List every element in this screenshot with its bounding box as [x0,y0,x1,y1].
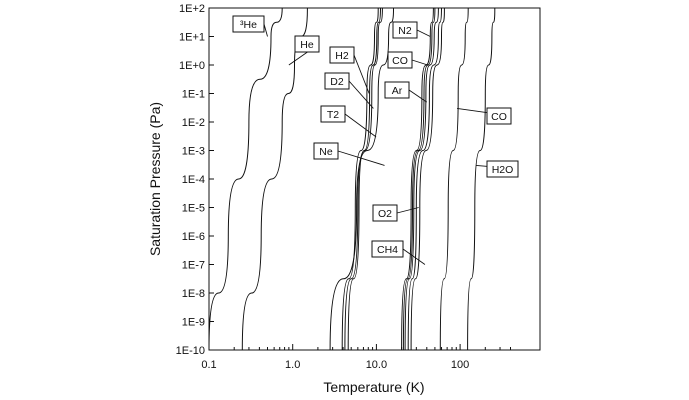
label-box [384,81,410,99]
series-label: Ne [319,146,333,158]
y-axis-title: Saturation Pressure (Pa) [147,102,163,256]
series-label: T2 [327,109,339,121]
y-tick-label: 1E+2 [179,3,205,15]
series-labels: ³He He H2 D2 T2 Ne N2 CO Ar CO H2O O2 CH4 [232,15,519,265]
curve-t2 [344,8,383,350]
curve-he [209,8,283,350]
label-leader-line [263,23,268,37]
label-leader-line [402,248,426,265]
x-axis-title: Temperature (K) [323,379,424,395]
curve-ch4 [410,8,445,350]
curve-d2 [347,8,381,350]
curve-ne [329,8,395,350]
label-box [486,160,519,178]
series-label: CO [392,55,408,67]
series-label: H2 [335,50,349,62]
y-tick-label: 1E-2 [182,117,205,129]
y-tick-label: 1E-9 [182,317,205,329]
y-tick-label: 1E-5 [182,203,205,215]
series-label: D2 [330,76,344,88]
y-tick-label: 1E-7 [182,260,205,272]
label-leader-line [408,89,428,103]
label-box [320,105,346,123]
series-label: Ar [392,85,403,97]
curve-ar [404,8,439,350]
label-box [387,51,413,69]
label-leader-line [337,150,385,166]
x-tick-label: 1.0 [285,359,300,371]
y-tick-label: 1E-4 [182,174,205,186]
label-box [294,35,320,53]
label-box [372,204,398,222]
series-label: ³He [240,19,257,31]
x-tick-label: 100 [451,359,469,371]
label-box [371,240,404,258]
label-box [392,21,418,39]
label-leader-line [396,207,419,214]
curve-n2 [401,8,434,350]
label-box [232,15,265,33]
label-box [329,46,355,64]
y-tick-label: 1E-6 [182,231,205,243]
label-leader-line [353,54,370,94]
curve-h2o [467,8,496,350]
label-leader-line [411,59,428,66]
series-label: N2 [398,25,412,37]
y-tick-labels: 1E-10 1E-9 1E-8 1E-7 1E-6 1E-5 1E-4 1E-3 1E-2 1E-… [176,3,205,357]
curve-h2 [341,8,379,350]
x-tick-labels: 0.1 1.0 10.0 100 [201,359,469,371]
curve-co [439,8,469,350]
label-box [486,107,512,125]
x-tick-label: 10.0 [366,359,387,371]
label-leader-line [348,80,374,109]
curve-o2 [407,8,442,350]
series-label: CO [491,111,507,123]
curve-co [402,8,436,350]
y-tick-label: 1E-10 [176,345,205,357]
series-label: O2 [378,208,392,220]
series-label: H2O [492,164,514,176]
plot-frame [208,7,541,351]
label-leader-line [344,113,377,138]
label-box [313,142,339,160]
y-tick-label: 1E-3 [182,146,205,158]
y-tick-label: 1E-1 [182,89,205,101]
y-tick-label: 1E+0 [179,60,205,72]
x-tick-label: 0.1 [201,359,216,371]
y-tick-label: 1E-8 [182,288,205,300]
y-tick-label: 1E+1 [179,32,205,44]
label-leader-line [416,29,431,37]
series-label: He [300,39,314,51]
series-label: CH4 [377,244,398,256]
label-box [324,72,350,90]
